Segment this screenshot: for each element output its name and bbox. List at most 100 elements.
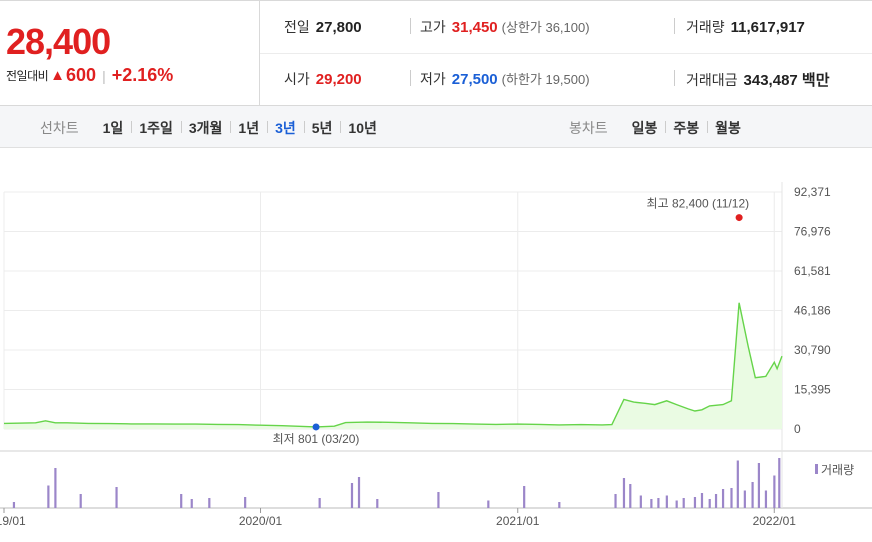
up-arrow-icon: ▲ — [50, 67, 66, 84]
tab-1y[interactable]: 1년 — [230, 118, 267, 138]
volume-bar — [714, 494, 718, 508]
volume-bar — [190, 499, 193, 508]
change-separator: | — [102, 67, 106, 84]
change-percent: +2.16% — [111, 65, 174, 85]
price-change: 전일대비 ▲ 600 | +2.16% — [6, 65, 173, 86]
stat-divider — [674, 18, 675, 34]
day-low-value: 27,500 — [451, 71, 498, 88]
volume-bar — [751, 482, 754, 508]
volume-bar — [47, 485, 50, 508]
volume: 거래량 11,617,917 — [686, 17, 805, 37]
tab-5y[interactable]: 5년 — [303, 118, 341, 138]
volume-legend-swatch — [815, 464, 818, 474]
change-amount: 600 — [66, 65, 97, 85]
volume-bar — [730, 488, 733, 508]
trade-amount: 거래대금 343,487 백만 — [686, 69, 830, 90]
tab-weekly[interactable]: 주봉 — [665, 118, 707, 138]
max-price-marker — [735, 214, 743, 222]
price-chart-svg: 92,371 76,976 61,581 46,186 30,790 15,395 0 최고… — [0, 182, 872, 528]
price-box: 28,400 전일대비 ▲ 600 | +2.16% — [0, 1, 260, 105]
volume-bar — [736, 460, 739, 508]
volume-bar — [773, 475, 776, 508]
volume-bar — [657, 498, 660, 508]
day-high-label: 고가 — [420, 19, 446, 35]
max-price-label: 최고 82,400 (11/12) — [647, 197, 750, 211]
price-line — [3, 302, 783, 428]
volume-bar — [764, 490, 768, 508]
volume-bar — [376, 499, 379, 508]
volume-bar — [682, 498, 685, 508]
tab-daily[interactable]: 일봉 — [631, 120, 658, 136]
volume-bar — [523, 486, 526, 508]
day-low-label: 저가 — [420, 71, 446, 87]
line-chart-title: 선차트 — [40, 120, 79, 136]
open-price: 시가 29,200 — [284, 69, 362, 89]
volume-bar — [778, 458, 781, 508]
tab-3m[interactable]: 3개월 — [180, 118, 231, 138]
volume-bar — [318, 498, 321, 508]
volume-bar — [639, 495, 642, 508]
chart-grid — [0, 182, 872, 509]
volume-bar — [208, 498, 211, 508]
volume-legend: 거래량 — [821, 463, 854, 477]
x-tick-label: 2022/01 — [753, 514, 797, 528]
y-tick-label: 92,371 — [794, 185, 831, 199]
volume-bar — [675, 500, 678, 508]
x-tick-label: 2020/01 — [239, 514, 283, 528]
x-tick-label: 2019/01 — [0, 514, 26, 528]
candle-chart-title: 봉차트 — [569, 120, 608, 136]
volume-bar — [54, 468, 57, 508]
volume-bar — [558, 502, 561, 508]
open-price-value: 29,200 — [315, 71, 362, 88]
volume-bar — [693, 497, 697, 508]
min-price-marker — [312, 423, 320, 431]
stats-row: 전일 27,800 고가 31,450 (상한가 36,100) 거래량 11,617,… — [260, 1, 872, 54]
volume-bar — [357, 477, 361, 508]
volume-bar — [614, 494, 617, 508]
volume-bar — [437, 492, 440, 508]
volume-bar — [487, 500, 490, 508]
volume-value: 11,617,917 — [730, 19, 805, 36]
chart-tabs: 선차트 1일 1주일 3개월 1년 3년 5년 10년 봉차트 일봉 주봉 월봉 — [0, 106, 872, 148]
volume-bar — [12, 502, 16, 508]
prev-close-value: 27,800 — [315, 19, 362, 36]
tab-1d[interactable]: 1일 — [102, 120, 124, 136]
day-high: 고가 31,450 (상한가 36,100) — [420, 17, 590, 37]
lower-limit: (하한가 19,500) — [501, 72, 590, 87]
day-low: 저가 27,500 (하한가 19,500) — [420, 69, 590, 89]
volume-bar — [180, 494, 183, 508]
tab-3y[interactable]: 3년 — [267, 118, 304, 138]
volume-bar — [622, 478, 626, 508]
tab-10y[interactable]: 10년 — [340, 118, 384, 138]
volume-bar — [757, 463, 761, 508]
open-price-label: 시가 — [284, 71, 310, 87]
price-area — [4, 302, 782, 429]
volume-bars — [12, 458, 781, 508]
trade-amount-label: 거래대금 — [686, 72, 738, 88]
stat-divider — [410, 70, 411, 86]
tab-1w[interactable]: 1주일 — [131, 118, 181, 138]
volume-bar — [79, 494, 82, 508]
volume-bar — [115, 487, 118, 508]
volume-bar — [708, 499, 711, 508]
y-tick-label: 76,976 — [794, 225, 831, 239]
y-tick-label: 30,790 — [794, 343, 831, 357]
tab-monthly[interactable]: 월봉 — [707, 118, 749, 138]
trade-amount-value: 343,487 백만 — [743, 72, 830, 89]
y-axis: 92,371 76,976 61,581 46,186 30,790 15,395 0 — [794, 185, 831, 436]
day-high-value: 31,450 — [451, 19, 498, 36]
prev-close-label: 전일 — [284, 19, 310, 35]
stat-divider — [410, 18, 411, 34]
x-axis: 2019/01 2020/01 2021/01 2022/01 — [0, 508, 796, 528]
quote-stats: 전일 27,800 고가 31,450 (상한가 36,100) 거래량 11,617,… — [260, 1, 872, 105]
upper-limit: (상한가 36,100) — [501, 20, 590, 35]
prev-close: 전일 27,800 — [284, 17, 362, 37]
y-tick-label: 15,395 — [794, 383, 831, 397]
y-tick-label: 61,581 — [794, 264, 831, 278]
x-tick-label: 2021/01 — [496, 514, 540, 528]
volume-bar — [350, 483, 354, 508]
volume-bar — [629, 484, 632, 508]
current-price: 28,400 — [6, 21, 111, 62]
price-chart: 92,371 76,976 61,581 46,186 30,790 15,395 0 최고… — [0, 148, 872, 542]
y-tick-label: 46,186 — [794, 304, 831, 318]
